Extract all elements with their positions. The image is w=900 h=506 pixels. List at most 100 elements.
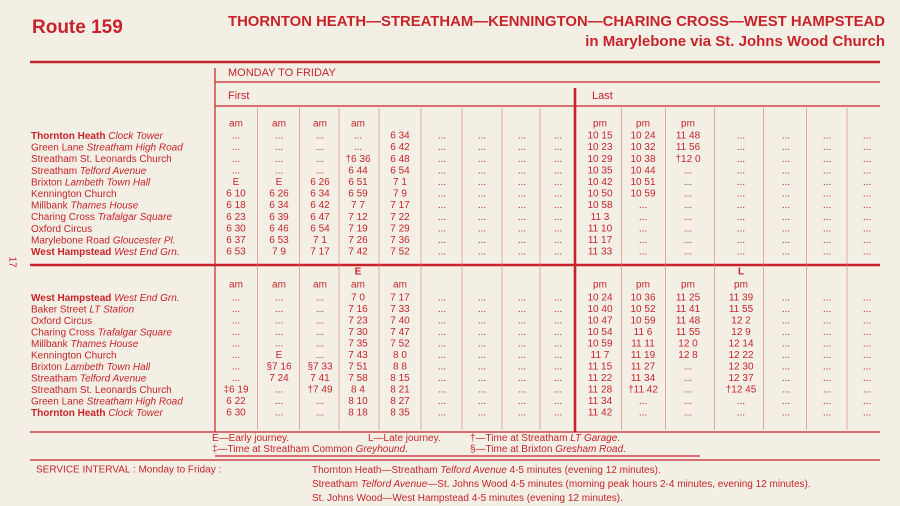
departure-time: ... <box>823 200 831 211</box>
departure-time: E <box>276 350 283 361</box>
departure-time: ... <box>518 223 526 234</box>
departure-time: ... <box>316 350 324 361</box>
departure-time: 10 54 <box>587 327 612 338</box>
departure-time: ... <box>316 293 324 304</box>
departure-time: ... <box>232 350 240 361</box>
departure-time: 10 50 <box>587 189 612 200</box>
text-segment: Thornton Heath—Streatham <box>312 465 440 476</box>
departure-time: ... <box>275 396 283 407</box>
departure-time: 10 58 <box>587 200 612 211</box>
route-number: Route 159 <box>32 17 123 38</box>
departure-time: 6 51 <box>348 177 368 188</box>
departure-time: ... <box>316 408 324 419</box>
departure-time: ... <box>316 316 324 327</box>
departure-time: ... <box>684 373 692 384</box>
stop-name: Kennington Church <box>31 350 117 361</box>
footnote: §—Time at Brixton Gresham Road. <box>470 444 626 455</box>
departure-time: ... <box>737 177 745 188</box>
stop-place: Marylebone Road <box>31 235 110 246</box>
departure-time: ... <box>737 223 745 234</box>
departure-time: ... <box>782 373 790 384</box>
departure-time: ... <box>823 316 831 327</box>
departure-time: 10 47 <box>587 316 612 327</box>
stop-place: Kennington Church <box>31 350 117 361</box>
stop-name: West Hampstead West End Grn. <box>31 293 180 304</box>
text-segment: L—Late journey. <box>368 433 441 444</box>
departure-time: ... <box>232 316 240 327</box>
departure-time: 11 55 <box>729 304 754 315</box>
departure-time: ... <box>478 142 486 153</box>
departure-time: ... <box>316 396 324 407</box>
departure-time: ... <box>438 327 446 338</box>
stop-name: Thornton Heath Clock Tower <box>31 408 164 419</box>
departure-time: ... <box>554 304 562 315</box>
departure-time: ... <box>478 339 486 350</box>
stop-place: Oxford Circus <box>31 223 92 234</box>
departure-time: 7 23 <box>348 316 368 327</box>
departure-time: 10 51 <box>630 177 655 188</box>
departure-time: ... <box>863 165 871 176</box>
departure-time: ... <box>438 177 446 188</box>
stop-detail: Gloucester Pl. <box>113 235 176 246</box>
stop-place: Thornton Heath <box>31 131 105 142</box>
departure-time: ... <box>782 223 790 234</box>
stop-detail: Telford Avenue <box>80 165 147 176</box>
departure-time: ... <box>554 408 562 419</box>
stop-place: Green Lane <box>31 396 84 407</box>
departure-time: †7 49 <box>307 385 332 396</box>
last-heading: Last <box>592 90 613 102</box>
period-label: am <box>351 119 365 130</box>
departure-time: ... <box>782 293 790 304</box>
stop-name: Kennington Church <box>31 189 117 200</box>
departure-time: ... <box>518 293 526 304</box>
text-segment: Streatham <box>312 479 361 490</box>
period-label: am <box>272 119 286 130</box>
text-segment: LT Garage <box>570 433 617 444</box>
departure-time: 12 22 <box>728 350 753 361</box>
stop-place: Kennington Church <box>31 189 117 200</box>
departure-time: ... <box>518 189 526 200</box>
departure-time: 10 59 <box>587 339 612 350</box>
departure-time: ... <box>684 177 692 188</box>
departure-time: ... <box>518 235 526 246</box>
period-label: am <box>313 280 327 291</box>
first-heading: First <box>228 90 249 102</box>
departure-time: 8 10 <box>348 396 368 407</box>
stop-name: Brixton Lambeth Town Hall <box>31 177 151 188</box>
departure-time: ... <box>684 247 692 258</box>
departure-time: 10 44 <box>630 165 655 176</box>
departure-time: ... <box>438 131 446 142</box>
departure-time: ... <box>554 212 562 223</box>
footnote: E—Early journey. <box>212 433 289 444</box>
departure-time: 7 51 <box>348 362 368 373</box>
departure-time: ... <box>737 154 745 165</box>
departure-time: ... <box>554 327 562 338</box>
departure-time: 7 17 <box>390 293 410 304</box>
stop-place: Streatham St. Leonards Church <box>31 154 172 165</box>
departure-time: 7 24 <box>269 373 289 384</box>
departure-time: ... <box>478 373 486 384</box>
departure-time: 10 38 <box>630 154 655 165</box>
departure-time: 6 59 <box>348 189 368 200</box>
departure-time: 12 8 <box>678 350 698 361</box>
departure-time: ... <box>438 247 446 258</box>
departure-time: 7 9 <box>272 247 286 258</box>
departure-time: 6 30 <box>226 223 246 234</box>
departure-time: ... <box>232 142 240 153</box>
departure-time: 8 35 <box>390 408 410 419</box>
departure-time: ... <box>232 373 240 384</box>
days-heading: MONDAY TO FRIDAY <box>228 67 336 79</box>
departure-time: 7 29 <box>390 223 410 234</box>
period-label: am <box>229 119 243 130</box>
stop-place: Streatham <box>31 373 77 384</box>
departure-time: ... <box>554 154 562 165</box>
departure-time: ... <box>554 373 562 384</box>
departure-time: ... <box>863 327 871 338</box>
departure-time: ... <box>275 327 283 338</box>
departure-time: ... <box>863 177 871 188</box>
departure-time: 12 14 <box>728 339 753 350</box>
departure-time: ... <box>518 177 526 188</box>
departure-time: 11 19 <box>631 350 656 361</box>
departure-time: 10 52 <box>630 304 655 315</box>
departure-time: ... <box>863 212 871 223</box>
